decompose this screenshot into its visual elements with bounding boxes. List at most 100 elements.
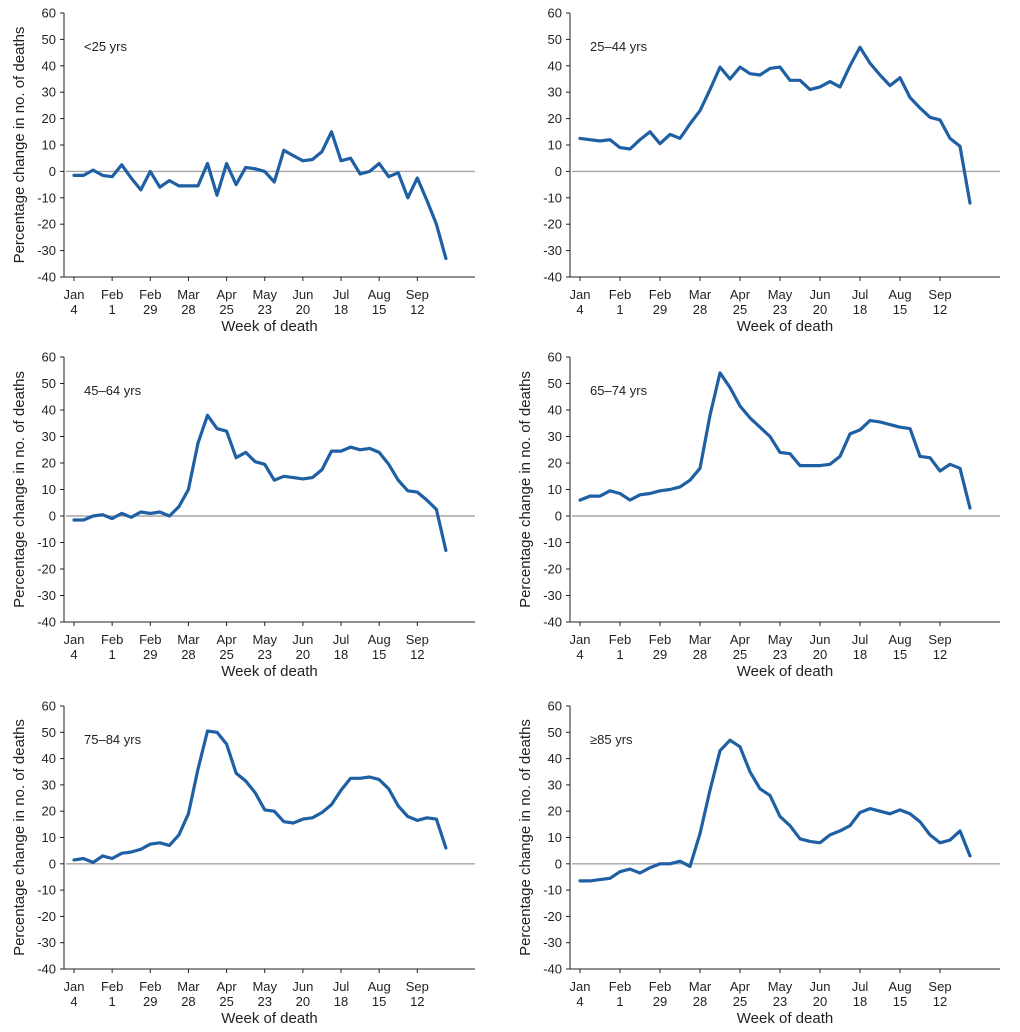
y-tick-label: 10 xyxy=(42,138,56,153)
series-line xyxy=(578,371,972,510)
x-tick-label-day: 4 xyxy=(70,994,77,1009)
x-axis-title: Week of death xyxy=(221,663,317,680)
y-tick-label: 50 xyxy=(42,725,56,740)
x-tick-label-month: Aug xyxy=(888,632,911,647)
panel-label: 65–74 yrs xyxy=(590,383,648,398)
y-tick-label: 20 xyxy=(42,456,56,471)
chart-panel-1: -40-30-20-100102030405060Jan4Feb1Feb29Ma… xyxy=(11,6,475,335)
y-tick-label: 30 xyxy=(548,85,562,100)
x-tick-label-day: 25 xyxy=(219,302,233,317)
y-tick-label: 30 xyxy=(548,777,562,792)
y-tick-label: -30 xyxy=(37,935,56,950)
x-axis-title: Week of death xyxy=(737,318,833,335)
panel-label: 75–84 yrs xyxy=(84,732,142,747)
x-tick-label-day: 12 xyxy=(933,647,947,662)
x-tick-label-day: 23 xyxy=(257,302,271,317)
chart-panel-6: -40-30-20-100102030405060Jan4Feb1Feb29Ma… xyxy=(517,699,1000,1027)
panel-label: 25–44 yrs xyxy=(590,39,648,54)
y-tick-label: 50 xyxy=(42,32,56,47)
y-tick-label: 60 xyxy=(548,699,562,714)
x-tick-label-day: 12 xyxy=(410,302,424,317)
x-tick-label-month: May xyxy=(768,979,793,994)
x-tick-label-day: 1 xyxy=(616,647,623,662)
y-tick-label: 60 xyxy=(548,6,562,21)
x-tick-label-day: 29 xyxy=(143,647,157,662)
x-tick-label-day: 25 xyxy=(733,647,747,662)
y-tick-label: -30 xyxy=(37,243,56,258)
x-tick-label-day: 28 xyxy=(181,302,195,317)
y-tick-label: -10 xyxy=(37,535,56,550)
y-tick-label: 0 xyxy=(49,164,56,179)
y-tick-label: 40 xyxy=(548,751,562,766)
x-tick-label-month: Feb xyxy=(101,632,123,647)
x-tick-label-month: Apr xyxy=(730,979,751,994)
x-tick-label-day: 4 xyxy=(70,647,77,662)
x-tick-label-month: May xyxy=(252,979,277,994)
x-tick-label-month: Apr xyxy=(216,632,237,647)
x-tick-label-day: 20 xyxy=(813,994,827,1009)
y-tick-label: 20 xyxy=(548,804,562,819)
x-tick-label-day: 18 xyxy=(853,994,867,1009)
x-tick-label-day: 28 xyxy=(181,647,195,662)
x-tick-label-day: 25 xyxy=(733,302,747,317)
x-tick-label-day: 28 xyxy=(693,302,707,317)
y-tick-label: 40 xyxy=(42,751,56,766)
x-tick-label-day: 12 xyxy=(410,647,424,662)
y-tick-label: -30 xyxy=(37,588,56,603)
y-tick-label: -20 xyxy=(37,909,56,924)
x-tick-label-day: 18 xyxy=(334,302,348,317)
series-line xyxy=(578,45,972,205)
x-tick-label-month: Jun xyxy=(810,632,831,647)
x-tick-label-month: Jul xyxy=(852,287,869,302)
y-tick-label: -10 xyxy=(543,190,562,205)
x-tick-label-month: Mar xyxy=(689,979,712,994)
y-tick-label: 60 xyxy=(548,350,562,365)
x-tick-label-month: Feb xyxy=(139,979,161,994)
y-tick-label: -10 xyxy=(543,535,562,550)
y-tick-label: 40 xyxy=(548,58,562,73)
y-tick-label: 60 xyxy=(42,6,56,21)
x-tick-label-month: Feb xyxy=(139,287,161,302)
x-tick-label-month: Jan xyxy=(64,287,85,302)
x-tick-label-month: Apr xyxy=(730,632,751,647)
x-tick-label-month: Aug xyxy=(368,979,391,994)
y-tick-label: -30 xyxy=(543,935,562,950)
y-tick-label: -40 xyxy=(543,615,562,630)
chart-panel-3: -40-30-20-100102030405060Jan4Feb1Feb29Ma… xyxy=(11,350,475,680)
x-tick-label-day: 28 xyxy=(693,647,707,662)
x-tick-label-day: 1 xyxy=(109,994,116,1009)
x-tick-label-month: Sep xyxy=(406,287,429,302)
x-tick-label-day: 23 xyxy=(773,994,787,1009)
x-tick-label-day: 18 xyxy=(853,647,867,662)
x-tick-label-month: Aug xyxy=(368,287,391,302)
y-tick-label: -40 xyxy=(543,270,562,285)
x-tick-label-day: 1 xyxy=(109,302,116,317)
x-tick-label-month: Jul xyxy=(852,632,869,647)
x-tick-label-day: 15 xyxy=(372,994,386,1009)
x-tick-label-day: 18 xyxy=(853,302,867,317)
x-tick-label-month: Jun xyxy=(810,287,831,302)
x-tick-label-month: Jan xyxy=(570,979,591,994)
x-tick-label-day: 29 xyxy=(653,302,667,317)
series-line xyxy=(72,130,448,261)
y-tick-label: 0 xyxy=(555,509,562,524)
x-tick-label-month: Mar xyxy=(177,979,200,994)
x-tick-label-month: May xyxy=(252,287,277,302)
x-tick-label-day: 4 xyxy=(70,302,77,317)
y-tick-label: -20 xyxy=(37,562,56,577)
x-tick-label-day: 23 xyxy=(257,994,271,1009)
x-tick-label-day: 12 xyxy=(410,994,424,1009)
x-tick-label-month: Jul xyxy=(333,979,350,994)
y-tick-label: 10 xyxy=(548,830,562,845)
x-tick-label-day: 15 xyxy=(893,302,907,317)
panel-label: 45–64 yrs xyxy=(84,383,142,398)
x-tick-label-month: Jun xyxy=(810,979,831,994)
x-axis-title: Week of death xyxy=(737,1010,833,1027)
y-axis-title: Percentage change in no. of deaths xyxy=(11,371,28,608)
x-tick-label-month: Apr xyxy=(216,979,237,994)
y-tick-label: 10 xyxy=(548,138,562,153)
x-tick-label-day: 1 xyxy=(109,647,116,662)
y-tick-label: 60 xyxy=(42,350,56,365)
x-tick-label-day: 12 xyxy=(933,302,947,317)
